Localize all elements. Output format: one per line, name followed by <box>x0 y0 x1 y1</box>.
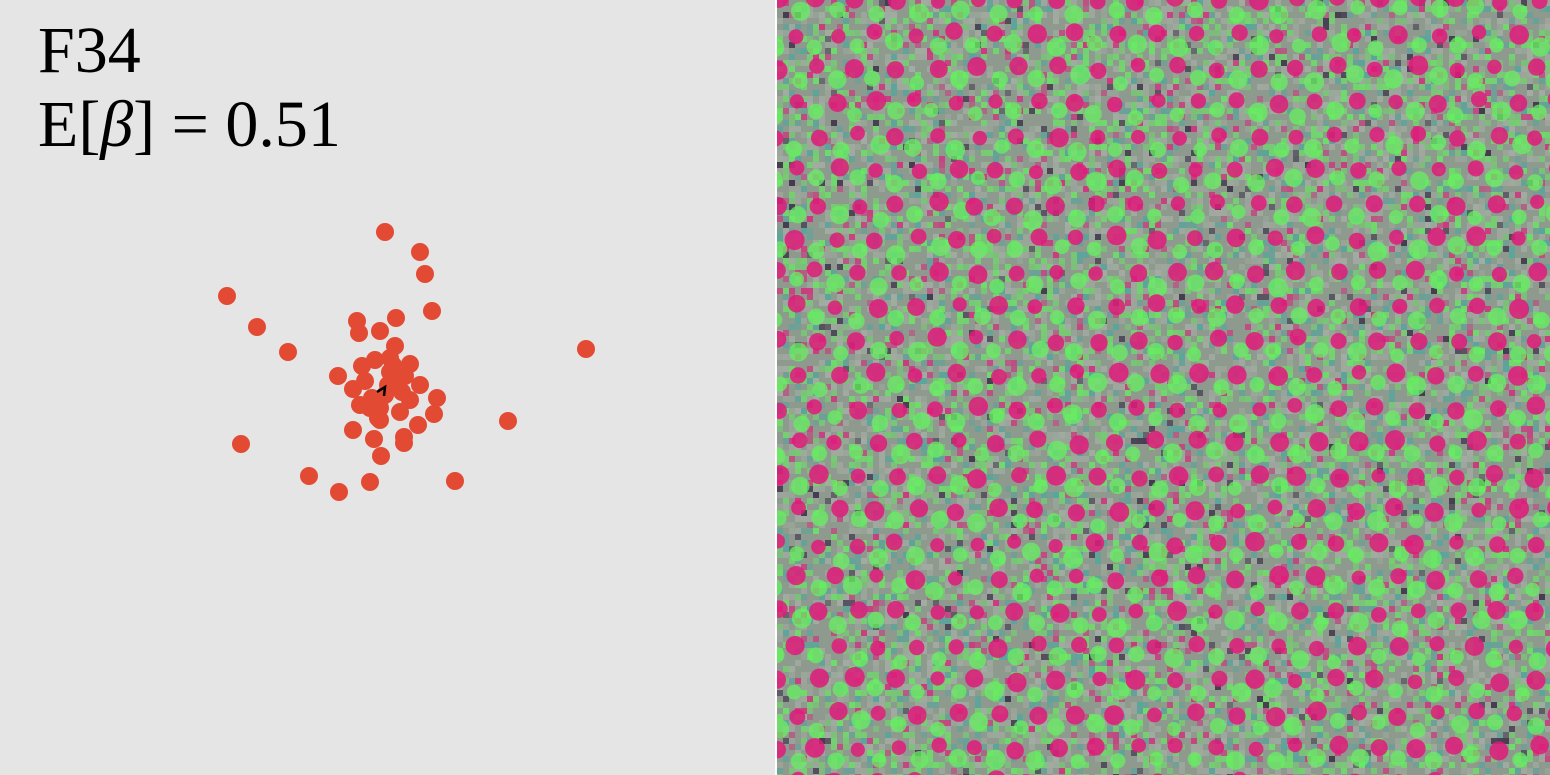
scatter-point <box>409 416 427 434</box>
scatter-point <box>329 367 347 385</box>
scatter-point <box>411 243 429 261</box>
scatter-point <box>330 483 348 501</box>
scatter-point <box>446 472 464 490</box>
scatter-point <box>393 383 411 401</box>
scatter-point <box>248 318 266 336</box>
scatter-point <box>365 430 383 448</box>
scatter-point <box>300 467 318 485</box>
scatter-point <box>350 324 368 342</box>
feature-id: F34 <box>38 14 141 87</box>
scatter-point <box>356 372 374 390</box>
scatter-point <box>411 376 429 394</box>
scatter-point <box>387 309 405 327</box>
scatter-point <box>353 357 371 375</box>
feature-label: F34 E[β] = 0.51 <box>38 14 341 162</box>
scatter-point <box>376 223 394 241</box>
scatter-point <box>232 435 250 453</box>
scatter-point <box>361 473 379 491</box>
points-layer <box>218 223 595 501</box>
scatter-point <box>351 396 369 414</box>
texture-panel <box>777 0 1550 775</box>
stat-symbol: β <box>100 88 134 161</box>
scatter-point <box>344 421 362 439</box>
stat-suffix: ] = 0.51 <box>133 88 341 161</box>
chevron-icon <box>376 384 387 397</box>
scatter-point <box>428 389 446 407</box>
scatter-plot <box>218 223 595 501</box>
scatter-point <box>369 409 387 427</box>
texture-image <box>777 0 1550 775</box>
beta-statistic: E[β] = 0.51 <box>38 88 341 162</box>
scatter-point <box>384 356 402 374</box>
scatter-point <box>499 412 517 430</box>
scatter-point <box>279 343 297 361</box>
scatter-point <box>425 405 443 423</box>
scatter-point <box>416 265 434 283</box>
scatter-point <box>391 403 409 421</box>
scatter-point <box>218 287 236 305</box>
scatter-point <box>371 322 389 340</box>
scatter-point <box>396 367 414 385</box>
scatter-point <box>423 302 441 320</box>
scatter-panel: F34 E[β] = 0.51 <box>0 0 775 775</box>
scatter-point <box>395 434 413 452</box>
stat-prefix: E[ <box>38 88 101 161</box>
scatter-point <box>372 447 390 465</box>
scatter-point <box>577 340 595 358</box>
